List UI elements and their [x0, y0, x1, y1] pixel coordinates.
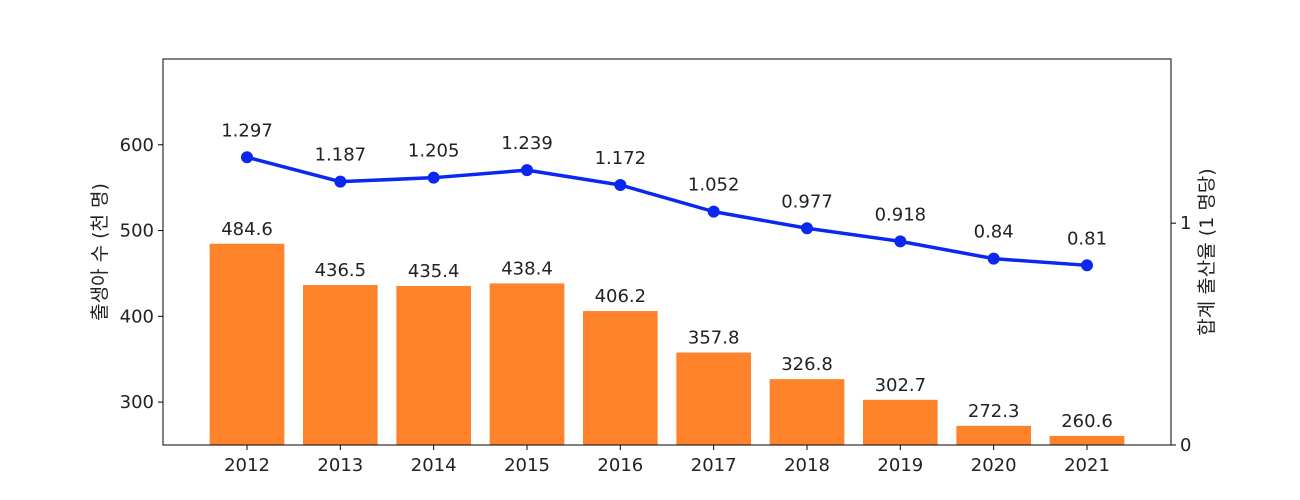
y-tick-label-left: 400 — [120, 306, 154, 327]
bar — [863, 399, 938, 445]
bar-value-label: 406.2 — [595, 286, 647, 307]
bars-layer: 484.6 436.5 435.4 438.4 406.2 357.8 326.8 302.7… — [209, 219, 1125, 445]
line-value-label: 0.81 — [1067, 228, 1107, 249]
line-point — [987, 252, 1000, 265]
line-point — [801, 222, 813, 235]
x-tick-label: 2017 — [691, 455, 737, 476]
line-point — [334, 175, 347, 188]
line-point — [521, 164, 533, 177]
line-point — [707, 205, 720, 218]
bar — [769, 379, 845, 445]
x-tick-label: 2016 — [597, 455, 643, 476]
bar — [583, 311, 658, 445]
line-value-label: 1.172 — [595, 148, 647, 169]
y-tick-label-left: 300 — [120, 392, 154, 413]
line-value-label: 0.977 — [781, 191, 833, 212]
y-tick-label-right: 1 — [1180, 213, 1191, 234]
x-tick-label: 2014 — [411, 455, 457, 476]
line-value-label: 1.297 — [221, 120, 273, 141]
bar — [303, 285, 378, 445]
bar — [396, 285, 471, 445]
bar-value-label: 357.8 — [688, 328, 740, 349]
axes-layer: 2012 2013 2014 2015 2016 2017 2018 2019 2020 2021… — [120, 135, 1192, 476]
line-point — [894, 235, 907, 248]
bar-value-label: 436.5 — [315, 260, 367, 281]
y-tick-label-left: 500 — [120, 221, 154, 242]
plot-frame — [162, 58, 1172, 446]
y-tick-label-right: 0 — [1180, 435, 1191, 456]
line-value-label: 1.239 — [501, 133, 553, 154]
y-tick-label-left: 600 — [120, 135, 154, 156]
x-tick-label: 2018 — [784, 455, 830, 476]
x-tick-label: 2012 — [224, 455, 270, 476]
bar-value-label: 326.8 — [781, 354, 833, 375]
line-point — [614, 179, 627, 192]
bar — [676, 352, 751, 445]
line-value-label: 1.052 — [688, 175, 740, 196]
line-point — [427, 171, 440, 184]
y-axis-title-right: 합계 출산율 (1 명당) — [1196, 168, 1218, 335]
bar-value-label: 302.7 — [875, 375, 927, 396]
bar — [1049, 435, 1125, 445]
bar — [956, 425, 1031, 445]
bar-value-label: 435.4 — [408, 261, 460, 282]
x-tick-label: 2019 — [877, 455, 923, 476]
x-tick-label: 2020 — [971, 455, 1017, 476]
x-tick-label: 2021 — [1064, 455, 1110, 476]
line-point — [1081, 259, 1093, 272]
bar — [489, 283, 565, 445]
line-point — [241, 151, 253, 164]
line-value-label: 0.84 — [974, 222, 1014, 243]
x-tick-label: 2013 — [317, 455, 363, 476]
bar-value-label: 484.6 — [221, 219, 273, 240]
bar-value-label: 272.3 — [968, 401, 1020, 422]
line-value-label: 1.187 — [315, 145, 367, 166]
line-value-label: 0.918 — [875, 204, 927, 225]
bar — [209, 243, 285, 445]
line-layer: 1.297 1.187 1.205 1.239 1.172 1.052 0.977 0.918… — [221, 120, 1107, 272]
x-tick-label: 2015 — [504, 455, 550, 476]
bar-value-label: 260.6 — [1061, 411, 1113, 432]
bar-value-label: 438.4 — [501, 258, 553, 279]
line-series — [246, 155, 1088, 268]
y-axis-title-left: 출생아 수 (천 명) — [89, 183, 111, 321]
line-value-label: 1.205 — [408, 141, 460, 162]
